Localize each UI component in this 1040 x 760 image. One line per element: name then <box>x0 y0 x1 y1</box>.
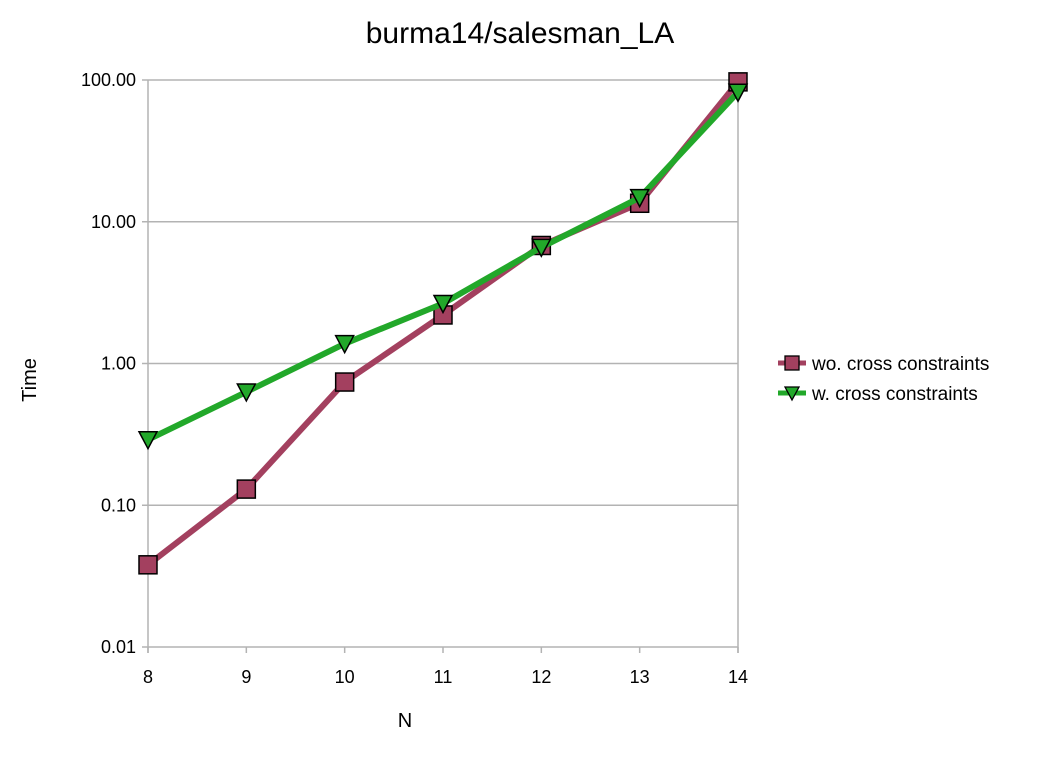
legend-item: wo. cross constraints <box>778 354 989 375</box>
x-tick-label: 11 <box>434 667 453 687</box>
y-tick-label: 0.01 <box>101 637 136 657</box>
legend-item: w. cross constraints <box>778 384 978 405</box>
legend-marker <box>783 386 801 402</box>
y-tick-labels: 0.01 0.10 1.00 10.00 100.00 <box>81 70 136 657</box>
series-wo-cross-constraints <box>138 72 748 575</box>
data-point <box>727 83 749 103</box>
y-axis-label: Time <box>19 358 41 402</box>
legend: wo. cross constraints w. cross constraint… <box>778 354 989 405</box>
data-point <box>432 294 454 315</box>
x-tick-label: 13 <box>630 667 650 687</box>
x-tick-label: 8 <box>143 667 153 687</box>
legend-label: wo. cross constraints <box>811 354 989 375</box>
data-point <box>334 372 355 392</box>
x-tick-label: 14 <box>728 667 748 687</box>
data-point <box>629 188 650 209</box>
series-line <box>146 90 741 443</box>
x-tick-labels: 8 9 10 11 12 13 14 <box>143 667 748 687</box>
data-point <box>138 555 158 575</box>
x-tick-label: 9 <box>241 667 251 687</box>
data-point <box>531 238 552 258</box>
y-tick-label: 100.00 <box>81 70 136 90</box>
series-w-cross-constraints <box>137 83 749 451</box>
y-tick-label: 0.10 <box>101 495 136 515</box>
legend-marker <box>784 355 800 371</box>
y-tick-label: 1.00 <box>101 354 136 374</box>
chart-title: burma14/salesman_LA <box>366 17 675 50</box>
series-group <box>137 72 749 575</box>
y-tick-label: 10.00 <box>91 212 136 232</box>
axes <box>147 80 739 653</box>
x-tick-label: 12 <box>531 667 551 687</box>
data-point <box>334 334 355 355</box>
data-point <box>236 479 257 499</box>
x-axis-label: N <box>398 710 412 732</box>
data-point <box>236 383 257 403</box>
legend-label: w. cross constraints <box>811 384 978 405</box>
data-point <box>137 430 159 451</box>
grid-lines <box>142 79 738 648</box>
x-tick-label: 10 <box>335 667 355 687</box>
